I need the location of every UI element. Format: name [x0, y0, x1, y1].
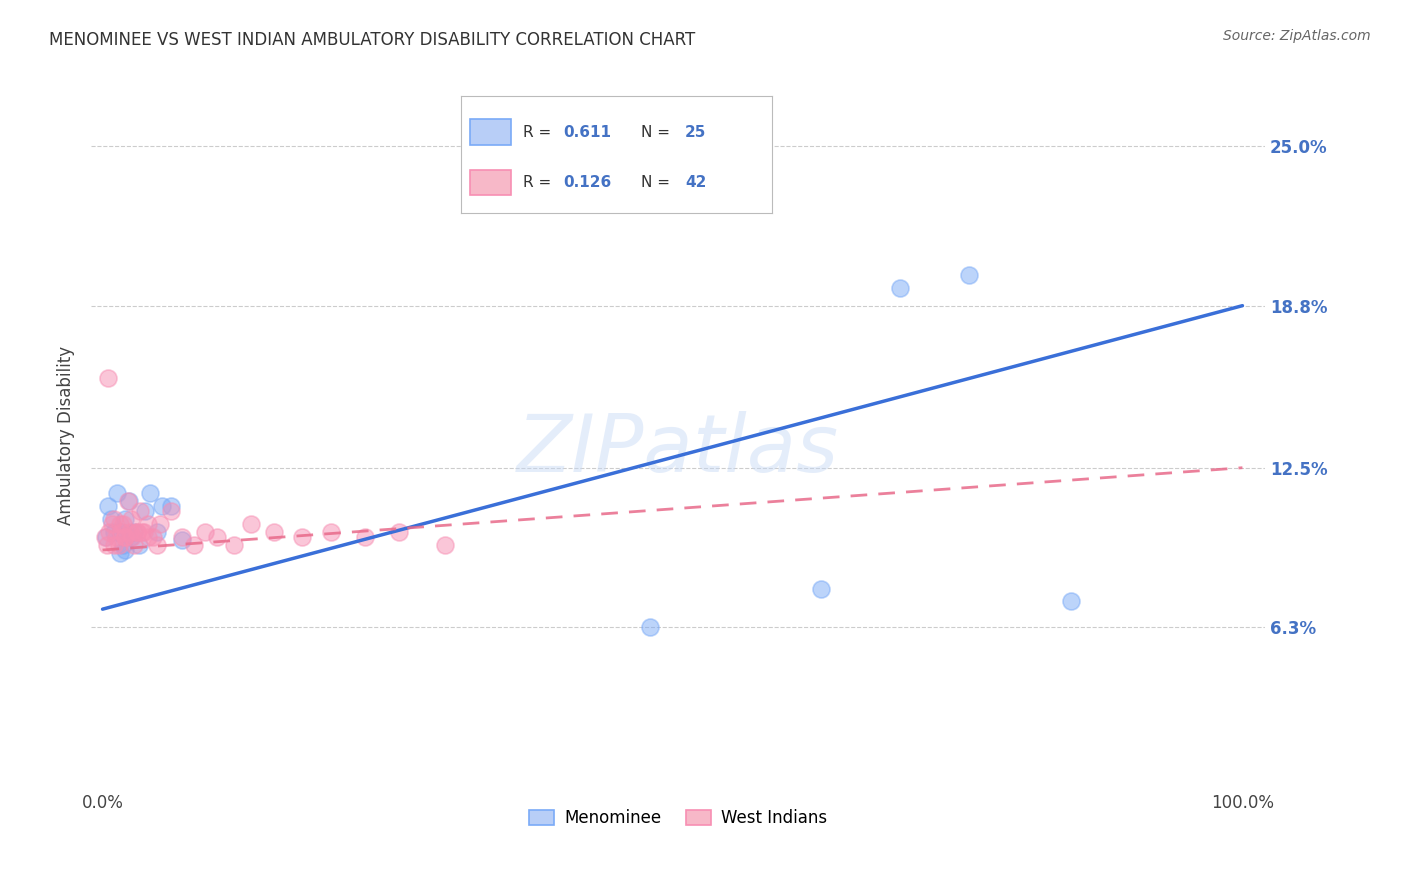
Point	[353, 530, 375, 544]
Point	[114, 530, 136, 544]
Point	[108, 517, 131, 532]
Point	[124, 524, 146, 539]
Point	[388, 524, 411, 539]
Point	[136, 517, 159, 532]
Point	[239, 517, 262, 532]
Point	[291, 530, 314, 544]
Point	[146, 524, 169, 539]
Point	[97, 500, 120, 514]
Point	[142, 530, 165, 544]
Point	[97, 370, 120, 384]
Point	[114, 530, 136, 544]
Point	[136, 530, 159, 544]
Text: MENOMINEE VS WEST INDIAN AMBULATORY DISABILITY CORRELATION CHART: MENOMINEE VS WEST INDIAN AMBULATORY DISA…	[49, 31, 696, 49]
Point	[118, 524, 141, 539]
Point	[132, 524, 155, 539]
Point	[124, 538, 146, 552]
Point	[139, 486, 162, 500]
Point	[120, 512, 142, 526]
Point	[160, 500, 183, 514]
Point	[117, 494, 139, 508]
Point	[114, 543, 136, 558]
Point	[160, 504, 183, 518]
Point	[100, 512, 122, 526]
Text: ZIPatlas: ZIPatlas	[517, 410, 839, 489]
Point	[108, 545, 131, 559]
Point	[205, 530, 228, 544]
Point	[172, 533, 194, 547]
Point	[108, 524, 131, 539]
Point	[957, 268, 980, 282]
Point	[98, 524, 121, 539]
Point	[105, 486, 128, 500]
Text: Source: ZipAtlas.com: Source: ZipAtlas.com	[1223, 29, 1371, 43]
Point	[222, 538, 245, 552]
Point	[183, 538, 205, 552]
Point	[114, 512, 136, 526]
Point	[118, 494, 141, 508]
Point	[172, 530, 194, 544]
Point	[94, 530, 117, 544]
Point	[120, 530, 142, 544]
Point	[148, 517, 170, 532]
Point	[134, 504, 156, 518]
Point	[128, 538, 150, 552]
Point	[103, 512, 125, 526]
Point	[110, 524, 132, 539]
Point	[129, 504, 152, 518]
Point	[433, 538, 456, 552]
Point	[105, 530, 128, 544]
Point	[263, 524, 285, 539]
Legend: Menominee, West Indians: Menominee, West Indians	[523, 803, 834, 834]
Point	[319, 524, 342, 539]
Point	[112, 517, 135, 532]
Point	[889, 280, 911, 294]
Point	[1060, 594, 1083, 608]
Point	[103, 524, 125, 539]
Point	[103, 538, 125, 552]
Point	[131, 524, 153, 539]
Point	[107, 538, 129, 552]
Point	[112, 538, 135, 552]
Point	[125, 524, 148, 539]
Point	[194, 524, 217, 539]
Point	[96, 538, 118, 552]
Point	[125, 524, 148, 539]
Point	[100, 517, 122, 532]
Point	[146, 538, 169, 552]
Point	[150, 500, 173, 514]
Point	[121, 530, 143, 544]
Y-axis label: Ambulatory Disability: Ambulatory Disability	[58, 346, 75, 525]
Point	[810, 582, 832, 596]
Point	[638, 620, 661, 634]
Point	[94, 530, 117, 544]
